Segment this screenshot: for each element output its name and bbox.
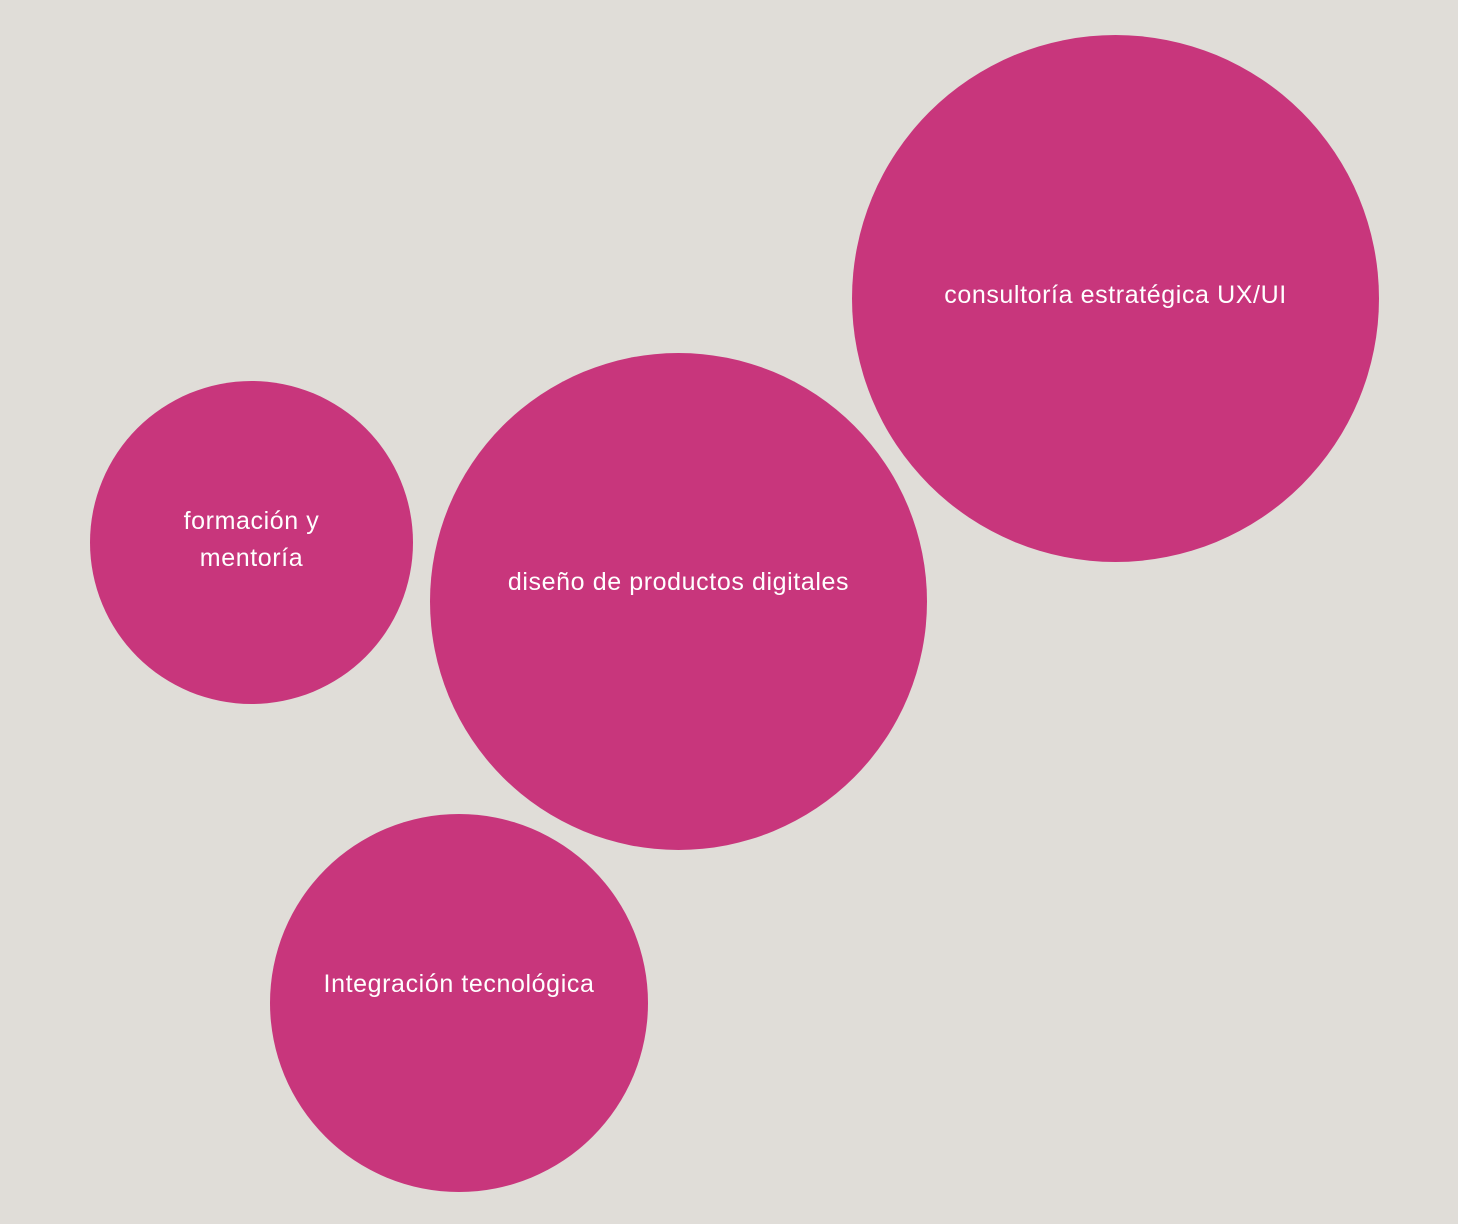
bubble-label: formación y mentoría [183,507,320,572]
bubble-diseno-productos-digitales[interactable]: diseño de productos digitales [430,353,927,850]
bubble-label: consultoría estratégica UX/UI [944,281,1287,309]
bubble-label: Integración tecnológica [323,970,595,998]
bubble-label: diseño de productos digitales [507,568,850,596]
bubble-formacion-mentoria[interactable]: formación y mentoría [90,381,413,704]
bubble-consultoria-estrategica[interactable]: consultoría estratégica UX/UI [852,35,1379,562]
bubble-integracion-tecnologica[interactable]: Integración tecnológica [270,814,648,1192]
